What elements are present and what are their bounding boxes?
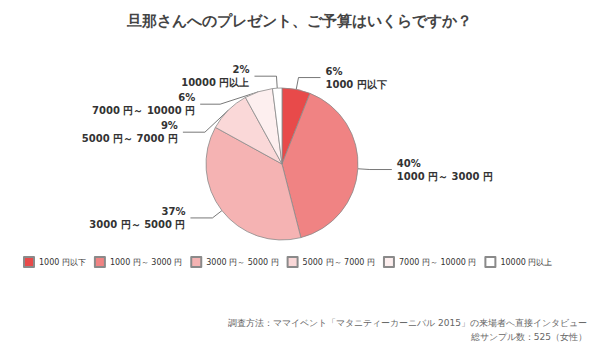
svg-text:旦那さんへのプレゼント、ご予算はいくらですか？: 旦那さんへのプレゼント、ご予算はいくらですか？: [126, 12, 472, 30]
svg-text:10000 円以上: 10000 円以上: [500, 258, 552, 267]
svg-text:3000 円～ 5000 円: 3000 円～ 5000 円: [89, 219, 185, 230]
svg-text:3000 円～ 5000 円: 3000 円～ 5000 円: [206, 258, 278, 267]
svg-text:2%: 2%: [232, 64, 249, 75]
svg-text:1000 円以下: 1000 円以下: [39, 258, 86, 267]
svg-text:1000 円～ 3000 円: 1000 円～ 3000 円: [110, 258, 182, 267]
svg-text:6%: 6%: [325, 66, 342, 77]
svg-text:5000 円～ 7000 円: 5000 円～ 7000 円: [303, 258, 375, 267]
svg-text:7000 円～ 10000 円: 7000 円～ 10000 円: [92, 105, 195, 116]
svg-text:37%: 37%: [162, 206, 186, 217]
svg-text:総サンプル数：525（女性）: 総サンプル数：525（女性）: [470, 332, 587, 342]
svg-text:10000 円以上: 10000 円以上: [181, 77, 249, 88]
svg-text:40%: 40%: [397, 158, 421, 169]
svg-text:5000 円～ 7000 円: 5000 円～ 7000 円: [82, 133, 178, 144]
svg-text:9%: 9%: [161, 120, 178, 131]
svg-text:1000 円～ 3000 円: 1000 円～ 3000 円: [397, 171, 493, 182]
svg-text:7000 円～ 10000 円: 7000 円～ 10000 円: [399, 258, 476, 267]
svg-text:調査方法：ママイベント「マタニティーカーニバル 2015」の: 調査方法：ママイベント「マタニティーカーニバル 2015」の来場者へ直接インタビ…: [228, 318, 587, 328]
svg-text:1000 円以下: 1000 円以下: [325, 79, 386, 90]
svg-text:6%: 6%: [178, 92, 195, 103]
